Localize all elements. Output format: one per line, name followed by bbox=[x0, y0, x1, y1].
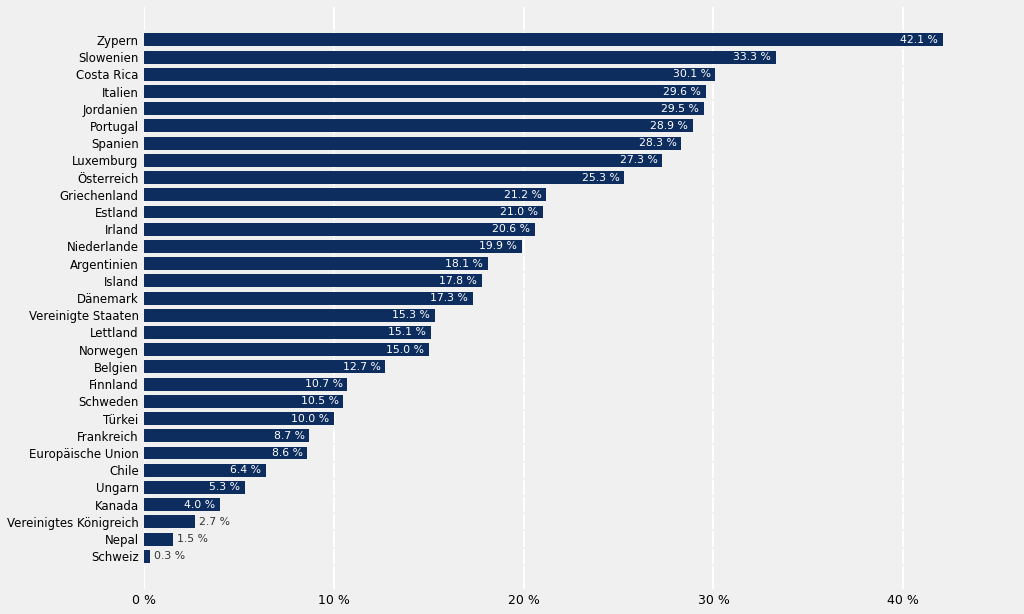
Text: 8.6 %: 8.6 % bbox=[271, 448, 303, 458]
Text: 10.7 %: 10.7 % bbox=[304, 379, 343, 389]
Bar bbox=[144, 446, 307, 459]
Bar bbox=[144, 343, 429, 356]
Text: 4.0 %: 4.0 % bbox=[184, 500, 215, 510]
Bar bbox=[144, 360, 385, 373]
Text: 20.6 %: 20.6 % bbox=[493, 224, 530, 234]
Bar bbox=[144, 154, 663, 167]
Bar bbox=[144, 50, 776, 63]
Text: 29.5 %: 29.5 % bbox=[662, 104, 699, 114]
Text: 5.3 %: 5.3 % bbox=[209, 483, 240, 492]
Bar bbox=[144, 378, 347, 391]
Bar bbox=[144, 240, 522, 253]
Text: 17.3 %: 17.3 % bbox=[430, 293, 468, 303]
Bar bbox=[144, 326, 431, 339]
Text: 0.3 %: 0.3 % bbox=[154, 551, 185, 561]
Bar bbox=[144, 188, 547, 201]
Text: 21.2 %: 21.2 % bbox=[504, 190, 542, 200]
Text: 8.7 %: 8.7 % bbox=[273, 431, 304, 441]
Text: 2.7 %: 2.7 % bbox=[200, 517, 230, 527]
Text: 28.3 %: 28.3 % bbox=[639, 138, 677, 148]
Text: 15.3 %: 15.3 % bbox=[392, 310, 430, 321]
Text: 42.1 %: 42.1 % bbox=[900, 35, 938, 45]
Bar bbox=[144, 429, 309, 442]
Bar bbox=[144, 137, 681, 150]
Text: 17.8 %: 17.8 % bbox=[439, 276, 477, 286]
Bar bbox=[144, 412, 334, 425]
Bar bbox=[144, 274, 482, 287]
Bar bbox=[144, 85, 706, 98]
Text: 6.4 %: 6.4 % bbox=[230, 465, 261, 475]
Text: 10.5 %: 10.5 % bbox=[301, 397, 339, 406]
Text: 1.5 %: 1.5 % bbox=[176, 534, 208, 544]
Bar bbox=[144, 120, 692, 133]
Text: 15.0 %: 15.0 % bbox=[386, 344, 424, 355]
Text: 21.0 %: 21.0 % bbox=[500, 207, 538, 217]
Bar bbox=[144, 33, 943, 46]
Text: 12.7 %: 12.7 % bbox=[343, 362, 381, 372]
Text: 10.0 %: 10.0 % bbox=[291, 414, 330, 424]
Bar bbox=[144, 171, 625, 184]
Text: 19.9 %: 19.9 % bbox=[479, 241, 517, 251]
Bar bbox=[144, 498, 220, 511]
Text: 28.9 %: 28.9 % bbox=[650, 121, 688, 131]
Text: 33.3 %: 33.3 % bbox=[733, 52, 771, 62]
Bar bbox=[144, 103, 703, 115]
Text: 27.3 %: 27.3 % bbox=[620, 155, 657, 165]
Bar bbox=[144, 395, 343, 408]
Bar bbox=[144, 309, 434, 322]
Bar bbox=[144, 464, 265, 476]
Bar bbox=[144, 206, 543, 219]
Text: 29.6 %: 29.6 % bbox=[664, 87, 701, 96]
Bar bbox=[144, 550, 150, 562]
Bar bbox=[144, 68, 716, 81]
Bar bbox=[144, 257, 487, 270]
Text: 30.1 %: 30.1 % bbox=[673, 69, 711, 79]
Bar bbox=[144, 515, 196, 528]
Bar bbox=[144, 532, 173, 545]
Bar bbox=[144, 223, 536, 236]
Bar bbox=[144, 292, 472, 305]
Text: 15.1 %: 15.1 % bbox=[388, 327, 426, 338]
Text: 18.1 %: 18.1 % bbox=[445, 258, 483, 269]
Bar bbox=[144, 481, 245, 494]
Text: 25.3 %: 25.3 % bbox=[582, 173, 620, 182]
